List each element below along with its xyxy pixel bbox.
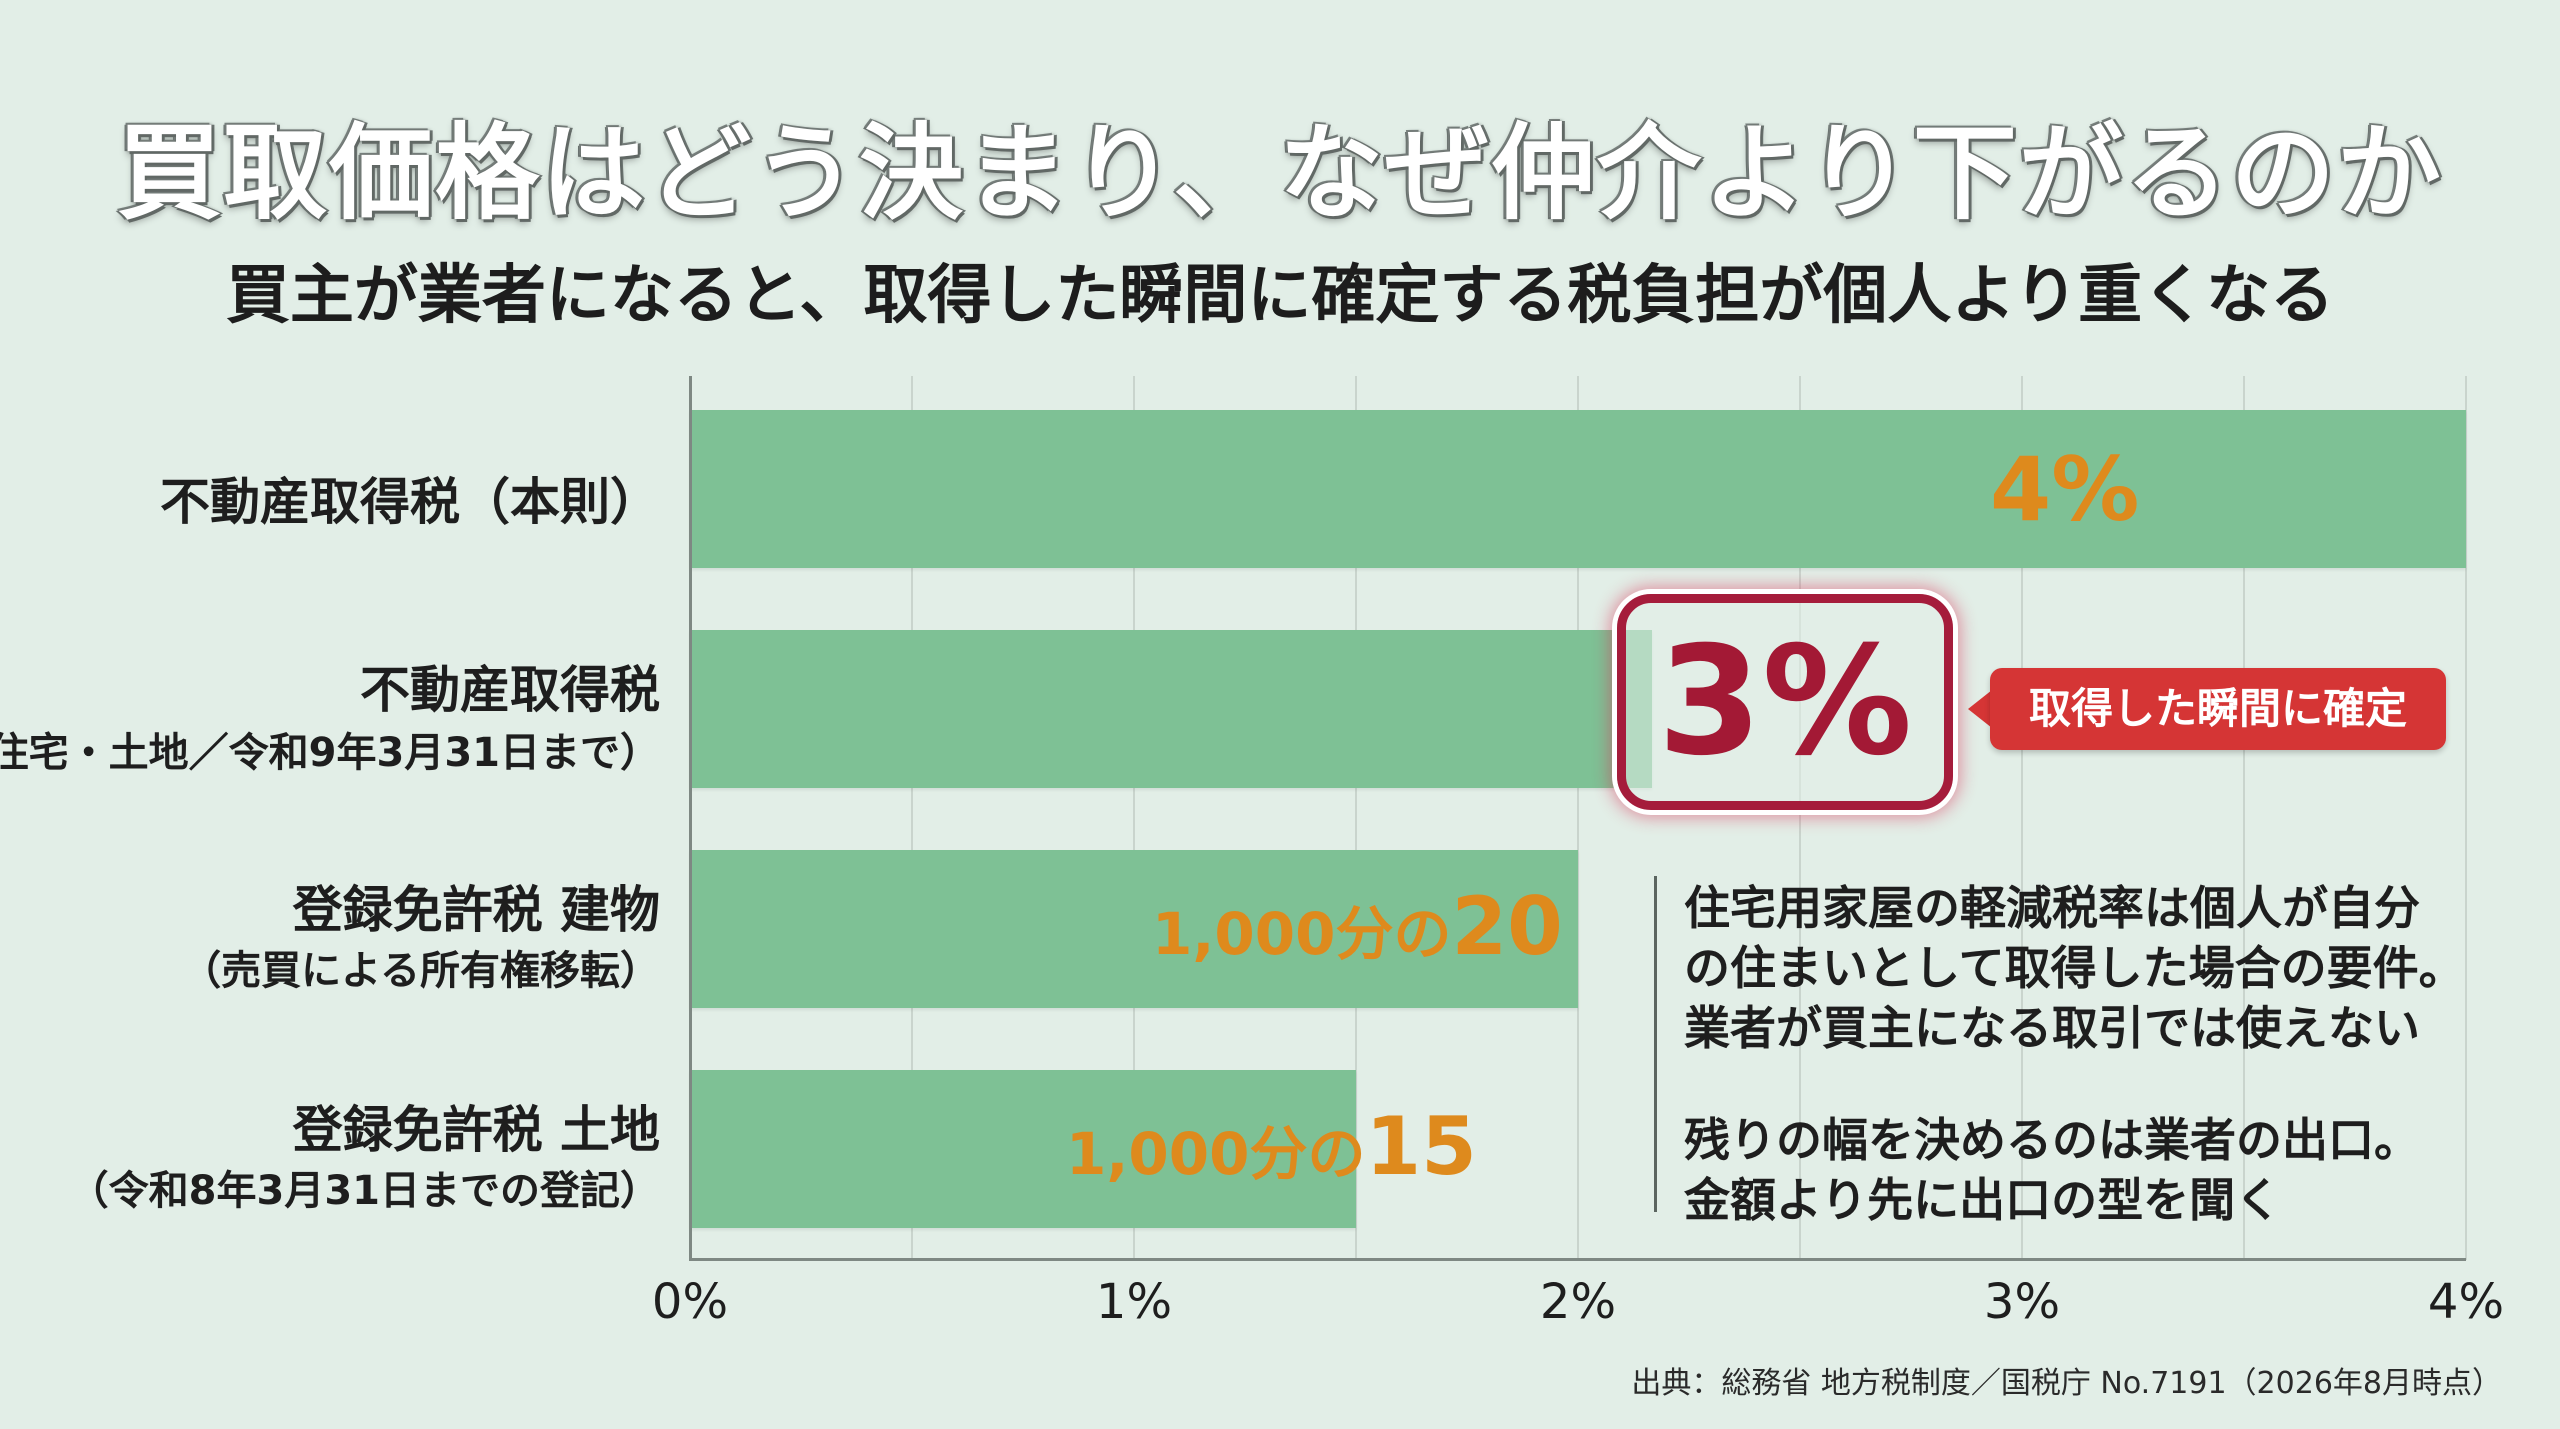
note-line: 業者が買主になる取引では使えない <box>1684 1001 2420 1055</box>
gridline <box>2465 376 2467 1260</box>
x-tick-label: 3% <box>1983 1274 2061 1330</box>
category-sublabel: （令和8年3月31日までの登記） <box>68 1168 660 1214</box>
category-label: 登録免許税 土地 <box>292 1101 660 1159</box>
data-label: 1,000分の15 <box>1066 1100 1477 1193</box>
gridline <box>2021 376 2023 1260</box>
category-sublabel: （住宅・土地／令和9年3月31日まで） <box>0 730 660 776</box>
x-tick-label: 0% <box>651 1274 729 1330</box>
x-tick-label: 1% <box>1095 1274 1173 1330</box>
gridline <box>1355 376 1357 1260</box>
gridline <box>1799 376 1801 1260</box>
chart-bar <box>690 630 1652 788</box>
data-label: 4% <box>1990 438 2140 541</box>
gridline <box>1577 376 1579 1260</box>
highlight-value-label: 3% <box>1657 615 1913 789</box>
note-line: 金額より先に出口の型を聞く <box>1684 1173 2282 1227</box>
data-label-prefix: 1,000分の <box>1066 1120 1366 1188</box>
x-axis-line <box>689 1258 2466 1261</box>
data-label: 1,000分の20 <box>1152 880 1563 973</box>
note-line: 残りの幅を決めるのは業者の出口。 <box>1684 1113 2420 1167</box>
gridline <box>2243 376 2245 1260</box>
note-divider <box>1654 876 1657 1212</box>
note-line: 住宅用家屋の軽減税率は個人が自分 <box>1684 881 2420 935</box>
category-sublabel: （売買による所有権移転） <box>181 948 660 994</box>
note-line: の住まいとして取得した場合の要件。 <box>1684 941 2465 995</box>
data-label-prefix: 1,000分の <box>1152 900 1452 968</box>
data-label-number: 20 <box>1451 880 1563 973</box>
x-tick-label: 4% <box>2427 1274 2505 1330</box>
y-axis-line <box>689 376 692 1260</box>
category-label: 登録免許税 建物 <box>292 881 660 939</box>
data-label-number: 15 <box>1365 1100 1477 1193</box>
chart-bar <box>690 410 2466 568</box>
source-note: 出典：総務省 地方税制度／国税庁 No.7191（2026年8月時点） <box>1631 1366 2502 1401</box>
highlight-box <box>1617 594 1953 810</box>
category-label: 不動産取得税 <box>360 661 660 719</box>
x-tick-label: 2% <box>1539 1274 1617 1330</box>
chart-bar <box>690 850 1578 1008</box>
gridline <box>911 376 913 1260</box>
page-title: 買取価格はどう決まり、なぜ仲介より下がるのか <box>117 112 2443 234</box>
callout-pointer <box>1968 690 1992 728</box>
gridline <box>1133 376 1135 1260</box>
page-subtitle: 買主が業者になると、取得した瞬間に確定する税負担が個人より重くなる <box>225 259 2335 333</box>
category-label: 不動産取得税（本則） <box>160 473 660 531</box>
callout-badge: 取得した瞬間に確定 <box>1990 668 2446 750</box>
chart-bar <box>690 1070 1356 1228</box>
